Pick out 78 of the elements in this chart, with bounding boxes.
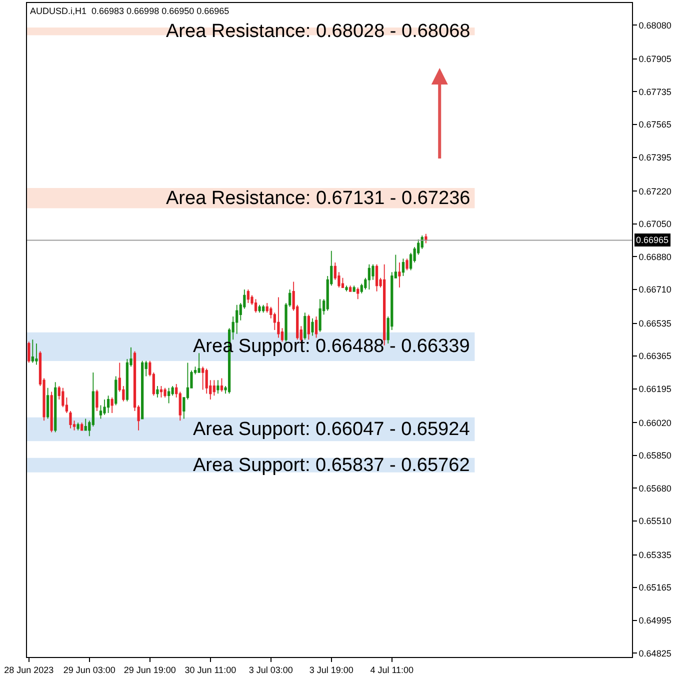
band-label: Area Support: 0.65837 - 0.65762 xyxy=(193,455,470,476)
candlestick xyxy=(220,378,224,392)
candlestick xyxy=(103,399,106,416)
candlestick xyxy=(383,264,386,346)
candlestick xyxy=(277,296,280,338)
y-tick-label: 0.66365 xyxy=(638,351,672,362)
y-tick-label: 0.67395 xyxy=(638,152,672,162)
candlestick xyxy=(80,422,84,431)
y-tick-label: 0.67905 xyxy=(638,54,672,64)
band-label: Area Resistance: 0.68028 - 0.68068 xyxy=(166,21,470,42)
x-tick-label: 3 Jul 03:00 xyxy=(248,664,293,675)
candlestick xyxy=(406,258,408,271)
candlestick xyxy=(304,312,306,340)
candlestick xyxy=(31,339,34,364)
candlestick xyxy=(46,387,50,420)
candlestick xyxy=(424,233,428,244)
candlestick xyxy=(114,376,118,406)
candlestick xyxy=(318,298,322,332)
candlestick xyxy=(246,289,250,304)
candlestick xyxy=(314,316,318,338)
y-tick-label: 0.67565 xyxy=(638,120,672,130)
ref-line-label: 0.66965 xyxy=(636,235,669,245)
x-tick-label: 29 Jun 03:00 xyxy=(63,664,116,675)
candlestick xyxy=(164,387,166,398)
candlestick xyxy=(76,422,80,431)
y-tick-label: 0.65165 xyxy=(638,582,672,593)
y-tick-label: 0.65850 xyxy=(638,450,672,461)
candlestick xyxy=(54,382,57,433)
y-tick-label: 0.64825 xyxy=(638,648,672,658)
y-tick-label: 0.67220 xyxy=(638,186,672,196)
candlestick xyxy=(368,264,371,290)
y-tick-label: 0.66880 xyxy=(638,252,672,262)
candlestick xyxy=(356,287,360,300)
x-tick-label: 28 Jun 2023 xyxy=(4,664,54,675)
candlestick xyxy=(160,386,163,398)
candlestick xyxy=(402,258,405,276)
y-tick-label: 0.66195 xyxy=(638,384,672,394)
candlestick xyxy=(69,410,72,429)
chart-title: AUDUSD.i,H1 0.66983 0.66998 0.66950 0.66965 xyxy=(30,6,230,16)
candlestick xyxy=(258,304,261,314)
candlestick xyxy=(375,264,378,292)
y-tick-label: 0.65680 xyxy=(638,483,672,494)
y-tick-label: 0.68080 xyxy=(638,20,672,30)
candlestick xyxy=(352,285,356,292)
x-tick-label: 3 Jul 19:00 xyxy=(309,664,354,675)
y-tick-label: 0.65335 xyxy=(638,550,672,560)
y-tick-label: 0.67735 xyxy=(638,86,672,97)
candlestick xyxy=(35,343,38,366)
candlestick xyxy=(110,397,114,414)
y-tick-label: 0.66535 xyxy=(638,318,672,328)
candlestick xyxy=(254,298,258,314)
y-tick-label: 0.66020 xyxy=(638,418,672,428)
candlestick xyxy=(348,285,352,292)
candlestick xyxy=(96,389,98,412)
candlestick xyxy=(50,391,53,433)
candlestick xyxy=(216,380,220,394)
candlestick xyxy=(212,380,216,396)
candlestick xyxy=(345,285,348,292)
candlestick xyxy=(262,304,265,314)
candlestick xyxy=(311,318,314,336)
candlestick xyxy=(156,386,159,398)
candlestick xyxy=(307,314,310,340)
candlestick xyxy=(106,395,110,414)
band-label: Area Support: 0.66047 - 0.65924 xyxy=(193,419,470,440)
candlestick xyxy=(198,352,200,373)
candlestick xyxy=(167,387,170,404)
x-tick-label: 4 Jul 11:00 xyxy=(370,664,414,675)
candlestick xyxy=(202,366,204,390)
y-tick-label: 0.65510 xyxy=(638,516,672,526)
x-tick-label: 29 Jun 19:00 xyxy=(124,664,176,675)
x-tick-label: 30 Jun 11:00 xyxy=(184,664,236,675)
y-tick-label: 0.64995 xyxy=(638,616,672,626)
candlestick xyxy=(141,360,144,420)
band-label: Area Resistance: 0.67131 - 0.67236 xyxy=(166,188,470,209)
candlestick xyxy=(398,262,401,288)
y-tick-label: 0.67050 xyxy=(638,219,672,230)
y-tick-label: 0.66710 xyxy=(638,284,672,295)
candlestick xyxy=(28,341,30,364)
